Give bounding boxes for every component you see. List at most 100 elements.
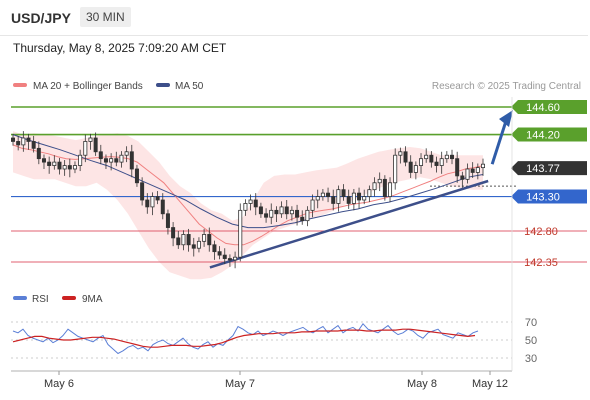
credit-label: Research © 2025 Trading Central <box>432 81 581 92</box>
header-bar: USD/JPY 30 MIN <box>0 0 588 36</box>
candle-body <box>181 234 186 246</box>
candle-body <box>103 158 108 163</box>
rsi-legend-label: RSI <box>32 294 49 305</box>
ma50-legend-label: MA 50 <box>175 81 204 92</box>
candle-body <box>165 213 170 228</box>
candle-body <box>16 141 21 146</box>
candle-body <box>31 141 36 149</box>
x-tick-label: May 12 <box>472 378 508 390</box>
candle-body <box>160 199 165 215</box>
candle-body <box>72 165 77 170</box>
rsi-swatch <box>13 296 27 300</box>
candle-body <box>382 178 387 197</box>
candle-body <box>264 213 269 218</box>
candle-body <box>475 167 480 173</box>
rsi-tick-30: 30 <box>525 353 537 365</box>
candle-body <box>238 209 243 258</box>
rsi-panel: 70 50 30 <box>11 317 537 365</box>
candle-body <box>88 137 93 142</box>
candle-body <box>186 234 191 246</box>
candle-body <box>362 196 367 201</box>
level-label-142.80: 142.80 <box>524 226 558 238</box>
candle-body <box>289 209 294 215</box>
candle-body <box>124 151 129 156</box>
candle-body <box>212 244 217 253</box>
datetime-label: Thursday, May 8, 2025 7:09:20 AM CET <box>13 41 227 55</box>
candle-body <box>129 151 134 170</box>
candle-body <box>41 158 46 163</box>
legend: MA 20 + Bollinger Bands MA 50 Research © 2… <box>13 81 581 305</box>
candle-body <box>150 196 155 208</box>
candle-body <box>222 254 227 259</box>
ma50-swatch <box>156 83 170 87</box>
candle-body <box>305 209 310 222</box>
candle-body <box>331 196 336 204</box>
candle-body <box>424 154 429 160</box>
candle-body <box>10 137 15 142</box>
support-trendline <box>209 179 489 269</box>
ma50-line <box>12 134 484 229</box>
candle-body <box>429 154 434 163</box>
candle-body <box>114 158 119 163</box>
candle-body <box>207 234 212 246</box>
candle-body <box>98 151 103 160</box>
timeframe-button[interactable]: 30 MIN <box>80 7 131 27</box>
ma20-legend-label: MA 20 + Bollinger Bands <box>33 81 143 92</box>
candle-body <box>217 251 222 256</box>
candle-body <box>93 137 98 153</box>
candle-body <box>67 165 72 170</box>
candle-body <box>145 199 150 208</box>
projection-arrow-head <box>499 110 513 127</box>
candle-body <box>109 158 114 163</box>
candle-body <box>450 154 455 160</box>
candle-body <box>274 209 279 215</box>
candle-body <box>119 154 124 163</box>
candle-body <box>269 209 274 218</box>
candle-body <box>57 161 62 170</box>
candle-body <box>460 175 465 180</box>
candlesticks <box>10 131 485 269</box>
candle-body <box>227 258 232 261</box>
candle-body <box>253 199 258 208</box>
candle-body <box>336 189 341 204</box>
candle-body <box>78 154 83 166</box>
candle-body <box>202 234 207 242</box>
level-label-143.77: 143.77 <box>526 163 560 175</box>
candle-body <box>393 154 398 184</box>
candle-body <box>300 216 305 222</box>
level-tag-143.77 <box>511 161 587 176</box>
candle-body <box>176 237 181 246</box>
candle-body <box>233 256 238 261</box>
level-label-143.30: 143.30 <box>526 192 560 204</box>
ma20-line <box>12 144 484 246</box>
candle-body <box>346 196 351 204</box>
candle-body <box>377 178 382 184</box>
x-tick-label: May 8 <box>407 378 437 390</box>
candle-body <box>295 209 300 218</box>
candle-body <box>403 151 408 163</box>
level-tag-143.30 <box>511 189 587 204</box>
rsi-tick-50: 50 <box>525 335 537 347</box>
price-levels <box>11 106 587 263</box>
candle-body <box>155 196 160 201</box>
candle-body <box>470 168 475 173</box>
candle-body <box>341 189 346 197</box>
candle-body <box>134 168 139 184</box>
candle-body <box>315 196 320 201</box>
x-tick-label: May 7 <box>225 378 255 390</box>
candle-body <box>398 151 403 156</box>
candle-body <box>351 192 356 204</box>
level-tag-144.20 <box>511 127 587 142</box>
level-label-144.60: 144.60 <box>526 102 560 114</box>
candle-body <box>284 206 289 215</box>
rsi-tick-70: 70 <box>525 317 537 329</box>
candle-body <box>83 141 88 156</box>
candle-body <box>413 165 418 173</box>
rsi-line <box>12 323 479 355</box>
candle-body <box>279 206 284 215</box>
candle-body <box>171 227 176 239</box>
level-tag-144.60 <box>511 100 587 114</box>
candle-body <box>326 192 331 197</box>
